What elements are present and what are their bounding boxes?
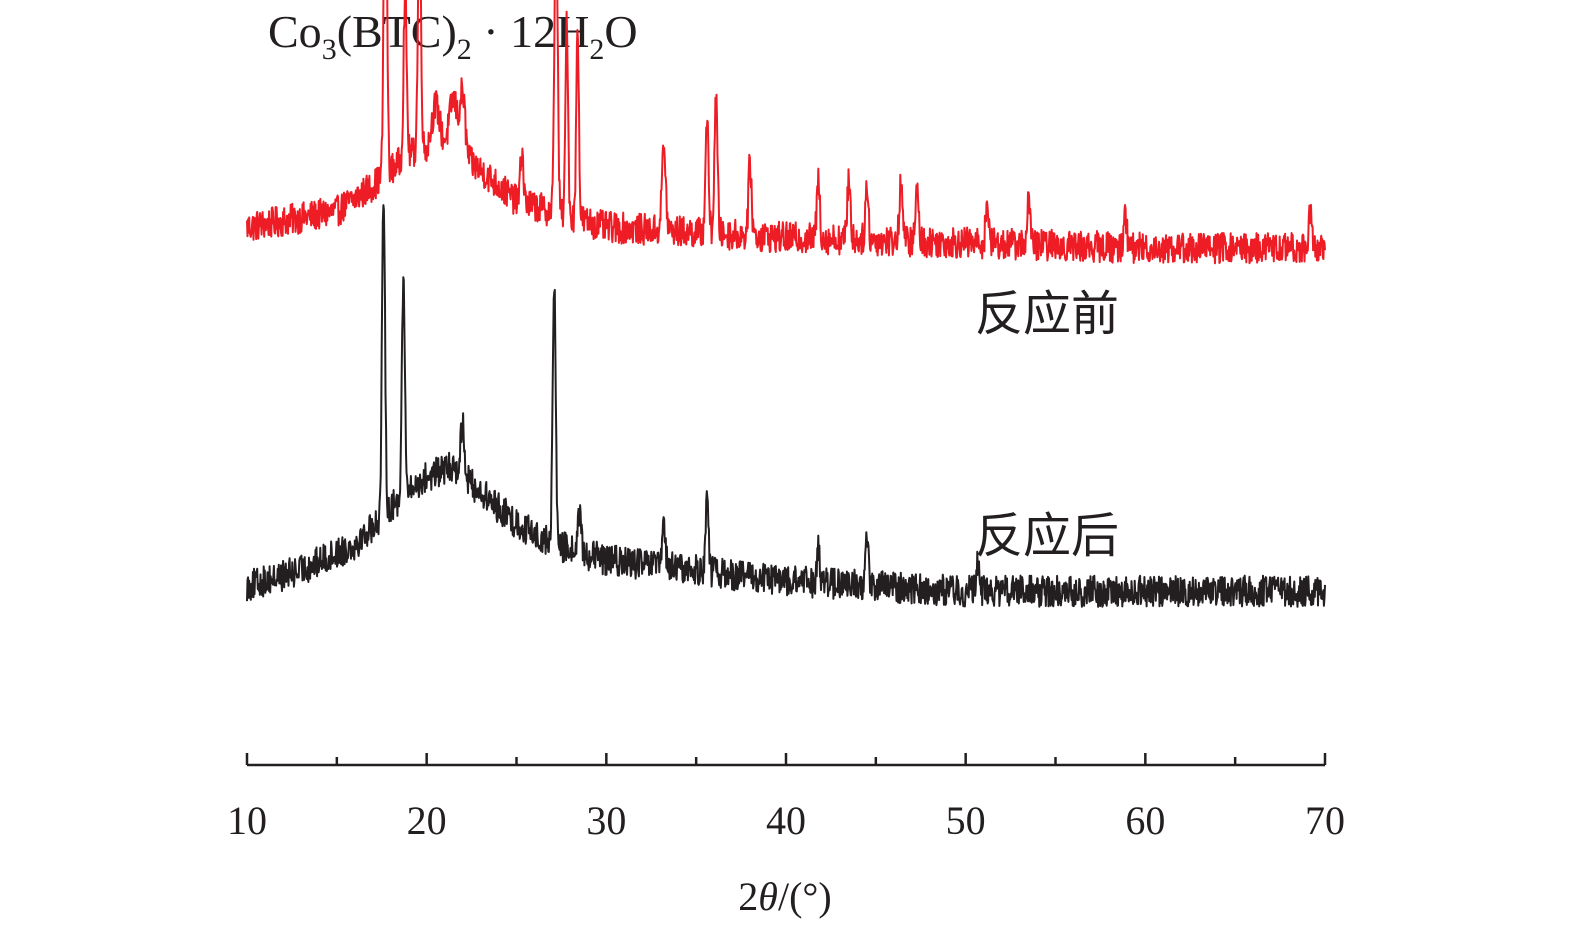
x-tick-label: 60: [1125, 798, 1165, 843]
series-label: 反应后: [975, 508, 1119, 564]
x-tick-label: 20: [407, 798, 447, 843]
chart-title: Co3(BTC)2 · 12H2O: [268, 6, 638, 66]
x-tick-label: 10: [227, 798, 267, 843]
x-tick-label: 30: [586, 798, 626, 843]
x-tick-label: 40: [766, 798, 806, 843]
x-axis: 10 20 30 40 50 60 70: [227, 753, 1345, 843]
series-line: [246, 0, 1326, 265]
x-axis-title: 2θ/(°): [738, 874, 831, 919]
x-tick-label: 50: [946, 798, 986, 843]
series-label: 反应前: [975, 286, 1119, 342]
series-line: [246, 204, 1326, 608]
series-layer: [246, 0, 1326, 608]
x-tick-label: 70: [1305, 798, 1345, 843]
